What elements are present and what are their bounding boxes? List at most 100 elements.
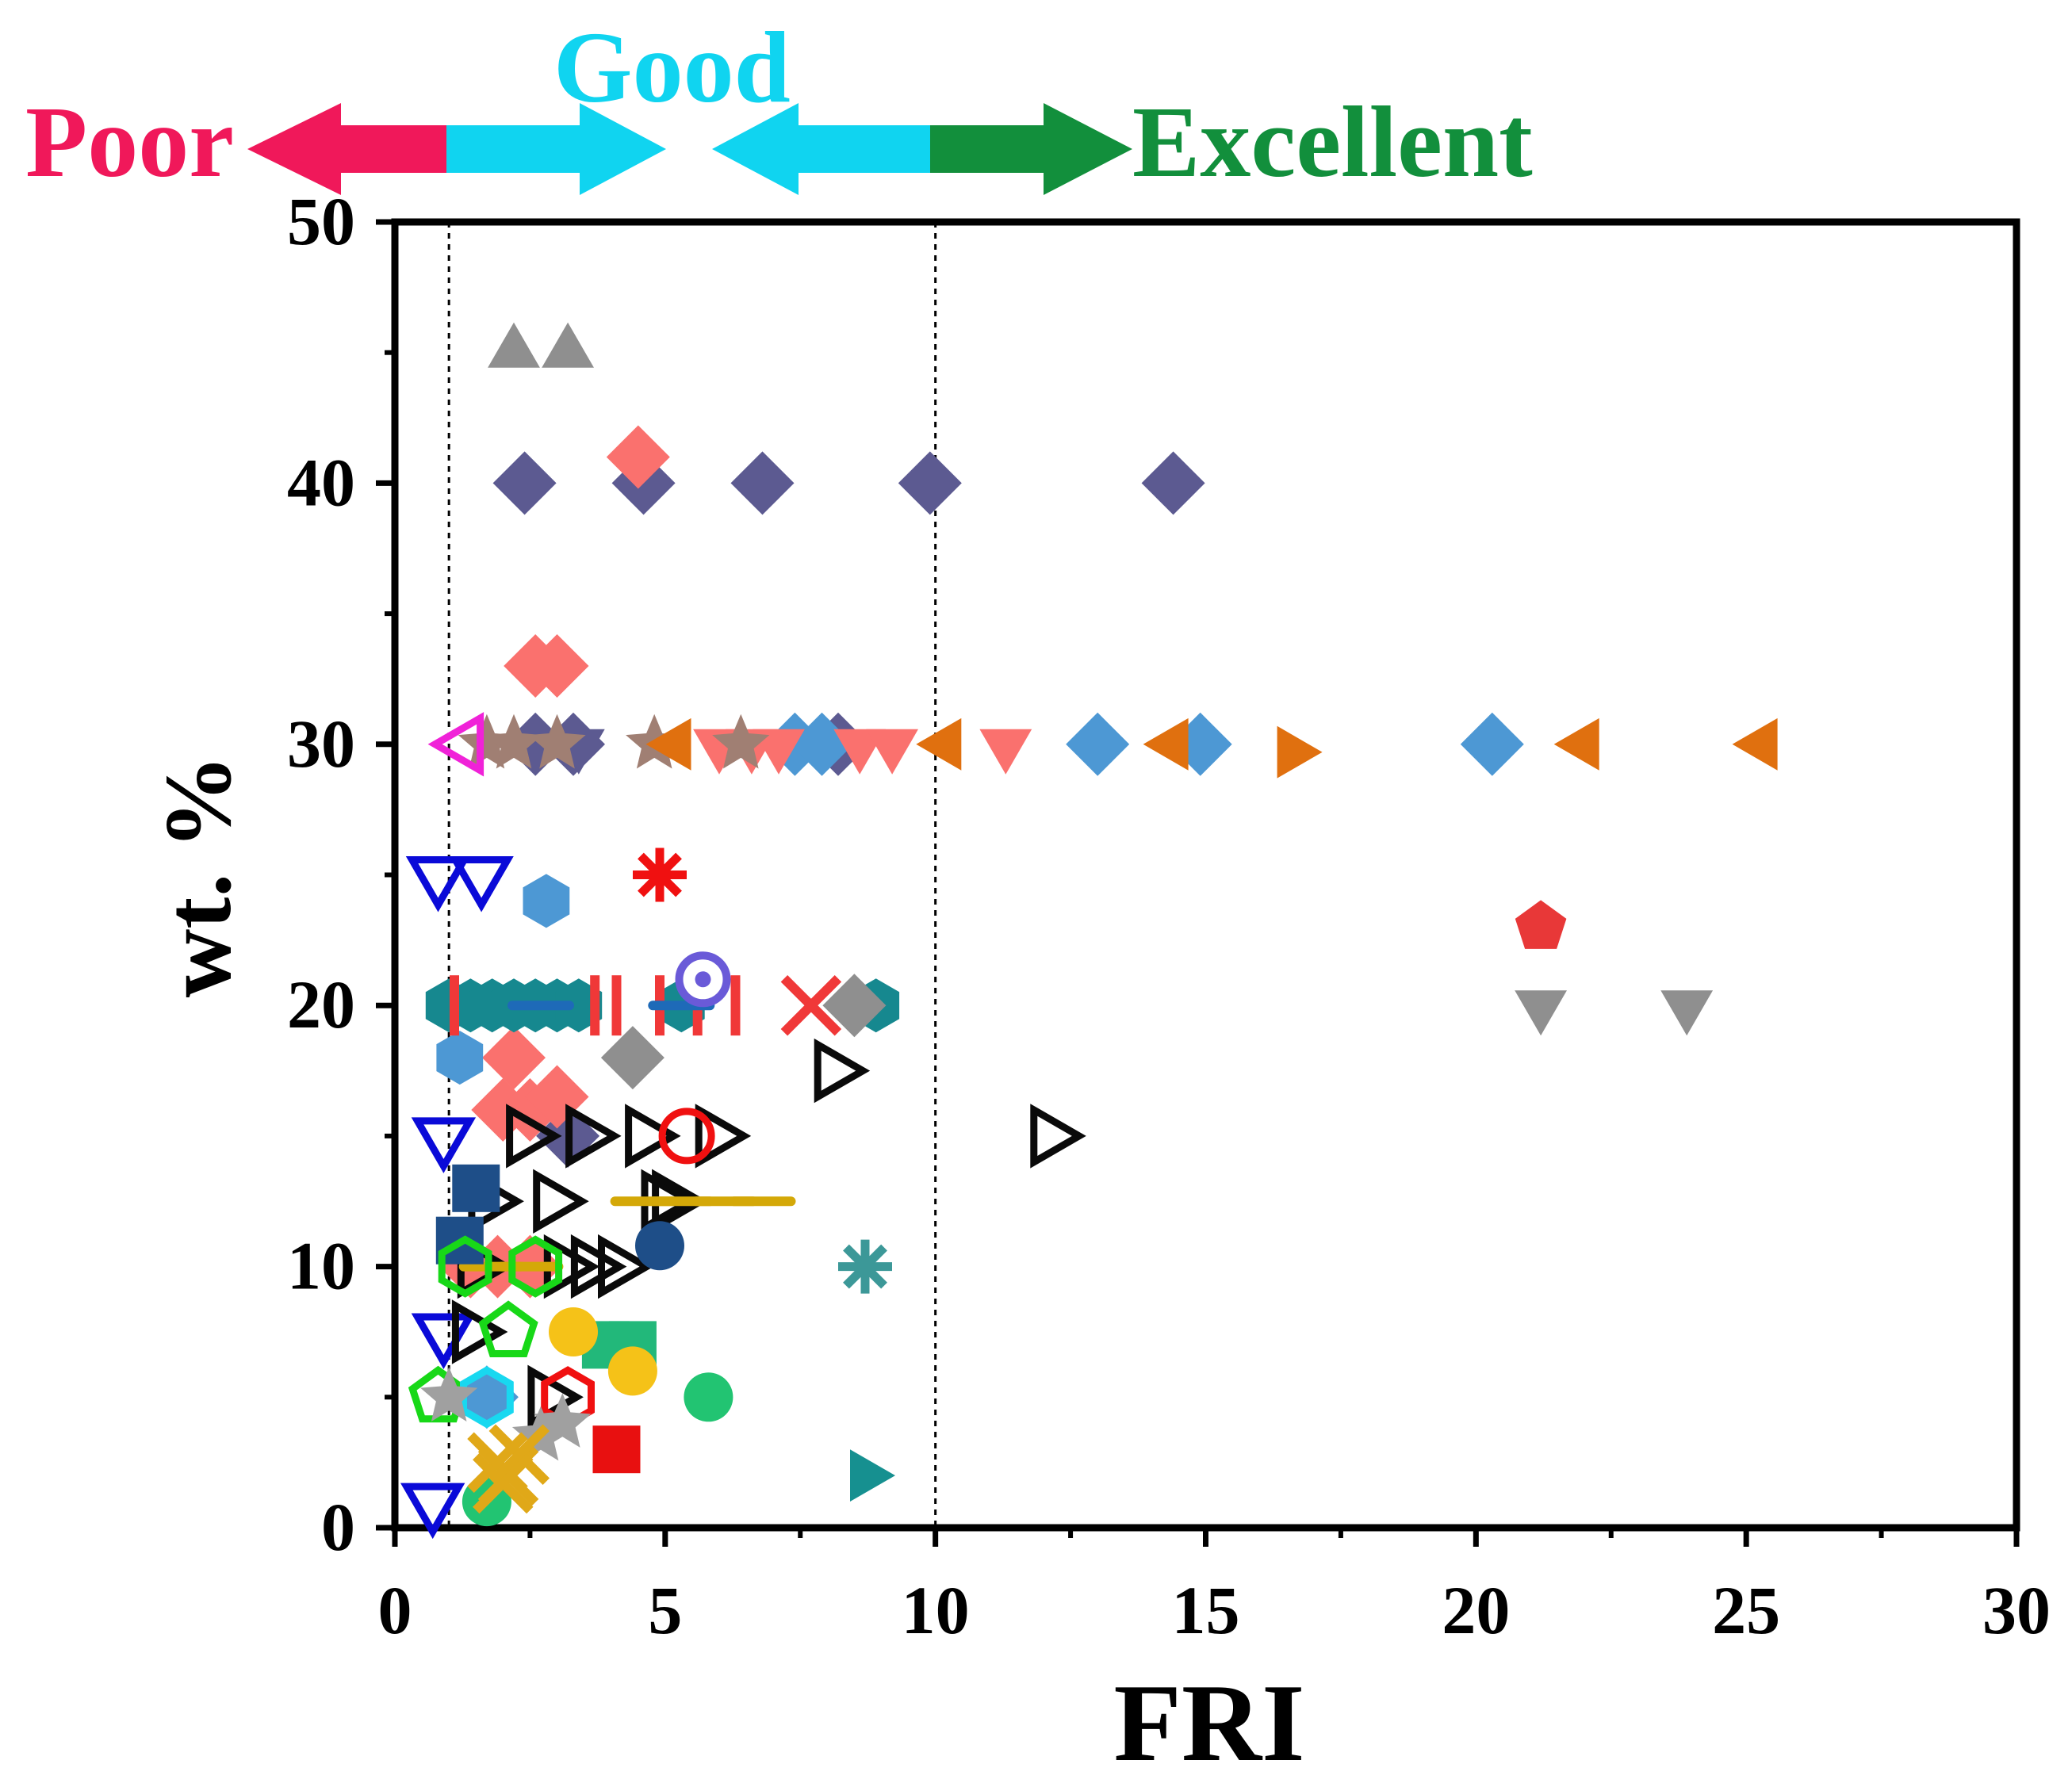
point-black-open-triangle-right xyxy=(625,1104,681,1169)
point-gray-triangle-down xyxy=(1660,990,1714,1036)
point-salmon-triangle-down xyxy=(866,729,918,775)
y-tick-label: 20 xyxy=(287,966,355,1043)
point-purple-ring xyxy=(675,951,731,1008)
point-red-open-circle xyxy=(658,1108,715,1165)
point-slate-diamond xyxy=(898,451,962,515)
point-orange-triangle-left xyxy=(645,717,691,771)
point-green-open-hexagon xyxy=(508,1235,563,1298)
point-gold-cross xyxy=(473,1452,534,1514)
classification-header: Poor Good Excellent xyxy=(25,11,1533,198)
point-gray-triangle-down xyxy=(1515,990,1567,1036)
point-red-bar xyxy=(730,975,741,1036)
point-black-open-triangle-right xyxy=(533,1169,589,1234)
point-teal-asterisk xyxy=(838,1239,892,1294)
point-navy-circle xyxy=(635,1221,684,1271)
point-blue-diamond xyxy=(790,712,854,776)
arrow-shaft-excellent xyxy=(930,125,1045,173)
point-gray-star xyxy=(534,1393,592,1448)
point-blue-open-triangle-down xyxy=(411,1117,477,1173)
point-red-pentagon xyxy=(1515,900,1567,949)
point-green-open-hexagon xyxy=(438,1235,492,1298)
point-navy-square xyxy=(452,1164,500,1212)
arrowhead-good-right xyxy=(580,103,666,195)
point-black-open-triangle-right xyxy=(565,1104,622,1169)
point-blue-dash xyxy=(507,1001,574,1011)
x-tick-label: 5 xyxy=(648,1572,682,1648)
point-red-cross xyxy=(780,974,842,1036)
point-red-bar xyxy=(611,975,622,1036)
point-salmon-diamond xyxy=(482,1026,546,1090)
point-gold-cross xyxy=(488,1424,550,1486)
point-black-open-triangle-right xyxy=(570,1234,627,1299)
point-blue-open-triangle-down xyxy=(400,1483,465,1540)
point-green-circle xyxy=(684,1372,733,1422)
point-brown-star xyxy=(712,714,770,769)
point-blue-open-triangle-down xyxy=(449,856,514,913)
point-salmon-triangle-down xyxy=(979,729,1032,775)
x-tick-label: 25 xyxy=(1712,1572,1780,1648)
point-black-open-triangle-right xyxy=(1030,1104,1086,1169)
point-black-open-triangle-right xyxy=(527,1364,584,1429)
point-blue-open-triangle-down xyxy=(405,856,471,913)
y-tick-label: 30 xyxy=(287,706,355,782)
point-orange-triangle-left xyxy=(916,717,962,771)
x-tick-label: 30 xyxy=(1982,1572,2051,1648)
x-axis: 0 5 10 15 20 25 30 xyxy=(378,1528,2051,1648)
point-black-open-triangle-right xyxy=(598,1234,654,1299)
y-axis-label: wt. % xyxy=(145,755,251,998)
arrow-good-excellent xyxy=(712,103,1132,195)
y-tick-label: 0 xyxy=(321,1489,355,1565)
point-yellow-circle xyxy=(549,1307,598,1356)
x-tick-label: 0 xyxy=(378,1572,412,1648)
label-poor: Poor xyxy=(25,86,234,198)
point-gray-star xyxy=(420,1367,478,1421)
point-gray-diamond xyxy=(600,1026,664,1090)
x-tick-label: 20 xyxy=(1442,1572,1510,1648)
arrow-poor-good xyxy=(247,103,666,195)
point-gold-dash xyxy=(729,1196,796,1207)
point-salmon-diamond xyxy=(606,425,670,489)
point-black-open-triangle-right xyxy=(506,1104,562,1169)
reference-lines xyxy=(447,222,937,1528)
arrow-shaft-good-left xyxy=(446,125,581,173)
point-magenta-triangle-left xyxy=(427,712,484,777)
arrowhead-poor xyxy=(247,103,448,195)
point-blue-diamond xyxy=(1066,712,1130,776)
point-orange-triangle-left xyxy=(1732,717,1778,771)
x-tick-label: 15 xyxy=(1172,1572,1240,1648)
point-gray-diamond xyxy=(822,974,887,1038)
point-green-open-pentagon xyxy=(408,1365,469,1423)
label-excellent: Excellent xyxy=(1132,86,1533,198)
point-blue-hexagon xyxy=(523,874,570,928)
point-black-open-triangle-right xyxy=(814,1038,871,1104)
y-tick-label: 50 xyxy=(287,183,355,259)
point-orange-triangle-left xyxy=(1143,717,1189,771)
point-brown-star xyxy=(528,714,586,769)
point-green-open-pentagon xyxy=(478,1300,538,1357)
point-gray-triangle xyxy=(488,322,540,368)
point-slate-diamond xyxy=(1141,451,1205,515)
point-red-bar xyxy=(450,975,459,1036)
y-axis: 0 10 20 30 40 50 xyxy=(287,183,395,1565)
x-tick-label: 10 xyxy=(902,1572,970,1648)
point-slate-diamond xyxy=(730,451,795,515)
point-orange-triangle-left xyxy=(1553,717,1599,771)
point-gold-dash xyxy=(496,1261,564,1272)
data-markers xyxy=(400,322,1778,1540)
point-brown-star xyxy=(484,714,543,769)
point-orange-triangle-right xyxy=(1277,725,1323,779)
point-red-square xyxy=(592,1425,641,1474)
arrowhead-good-left xyxy=(712,103,932,195)
point-teal-triangle-right xyxy=(850,1449,895,1502)
point-red-bar xyxy=(590,975,600,1036)
y-tick-label: 10 xyxy=(287,1228,355,1304)
point-black-open-triangle-right xyxy=(695,1104,752,1169)
point-blue-hexagon xyxy=(436,1031,484,1085)
arrowhead-excellent xyxy=(1044,103,1132,195)
y-tick-label: 40 xyxy=(287,444,355,520)
point-red-asterisk xyxy=(633,847,687,902)
point-slate-diamond xyxy=(492,451,557,515)
label-good: Good xyxy=(553,11,791,124)
point-yellow-circle xyxy=(607,1346,657,1396)
